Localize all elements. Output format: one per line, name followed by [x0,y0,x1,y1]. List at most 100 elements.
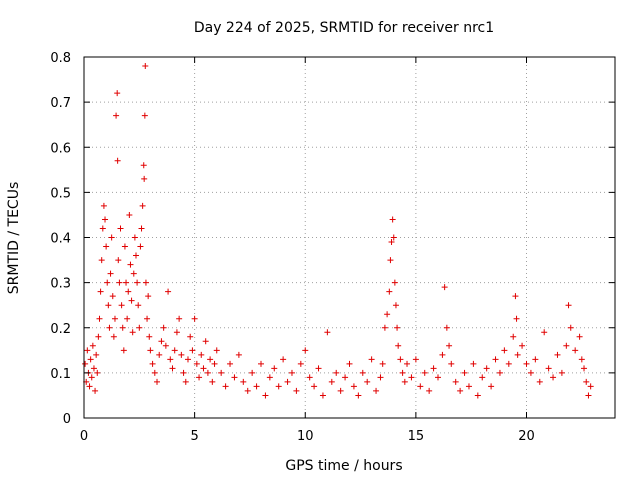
data-point [514,351,521,358]
data-point [171,347,178,354]
data-point [421,369,428,376]
data-point [96,315,103,322]
data-point [176,315,183,322]
data-point [141,112,148,119]
data-point [435,374,441,381]
data-point [207,356,214,363]
data-point [135,302,142,309]
data-point [583,378,590,385]
data-point [149,360,156,367]
data-point [142,279,149,286]
data-point [222,383,229,390]
data-point [165,288,172,295]
data-point [100,202,107,209]
y-tick-label: 0.8 [50,51,71,66]
data-point [505,360,512,367]
data-point [328,378,335,385]
data-point [311,383,318,390]
data-point [404,360,411,367]
data-point [180,369,187,376]
data-point [519,342,526,349]
data-point [384,311,391,318]
data-point [113,112,120,119]
data-point [280,356,287,363]
data-point [306,374,313,381]
data-point [390,234,397,241]
data-point [209,378,216,385]
data-point [381,324,388,331]
data-point [262,392,269,399]
data-point [483,365,490,372]
data-point [110,333,117,340]
data-point [392,302,399,309]
data-point [379,360,386,367]
data-point [193,360,200,367]
data-point [302,347,309,354]
y-axis-label: SRMTID / TECUs [6,182,22,295]
data-point [211,360,218,367]
data-point [184,356,191,363]
data-point [144,315,151,322]
data-point [88,374,95,381]
y-tick-label: 0.2 [50,322,71,337]
data-point [173,329,180,336]
data-point [401,378,408,385]
data-point [536,378,543,385]
data-point [346,360,353,367]
data-point [102,216,109,223]
data-point [89,342,96,349]
data-point [240,378,247,385]
y-tick-label: 0.7 [50,96,71,111]
data-point [95,333,102,340]
data-point [114,157,121,164]
data-point [585,392,592,399]
data-point [470,360,477,367]
data-point [452,378,459,385]
data-point [443,324,450,331]
data-point [204,369,211,376]
data-point [114,90,121,97]
data-point [426,387,433,394]
data-point [510,333,517,340]
data-point [235,351,242,358]
data-point [293,387,300,394]
data-point [117,225,124,232]
data-point [397,356,404,363]
data-point [98,257,105,264]
data-point [94,369,101,376]
data-point [492,356,499,363]
data-point [388,239,395,246]
data-point [132,252,139,259]
data-point [244,387,251,394]
data-point [93,351,100,358]
data-point [130,270,137,277]
data-point [158,338,165,345]
data-point [387,257,394,264]
data-point [479,374,486,381]
data-point [474,392,481,399]
data-point [118,302,125,309]
data-point [111,315,118,322]
data-point [147,347,154,354]
data-point [430,365,437,372]
data-point [550,374,557,381]
data-point [123,279,130,286]
data-point [156,351,163,358]
data-point [191,315,198,322]
data-point [218,369,225,376]
data-point [121,243,128,250]
data-point [271,365,278,372]
data-point [565,302,572,309]
data-point [563,342,570,349]
data-point [86,383,93,390]
data-point [284,378,291,385]
data-point [465,383,472,390]
data-point [178,351,185,358]
data-point [253,383,260,390]
data-point [441,284,448,291]
data-point [126,211,133,218]
data-point [87,356,94,363]
data-point [127,261,134,268]
data-point [408,374,415,381]
